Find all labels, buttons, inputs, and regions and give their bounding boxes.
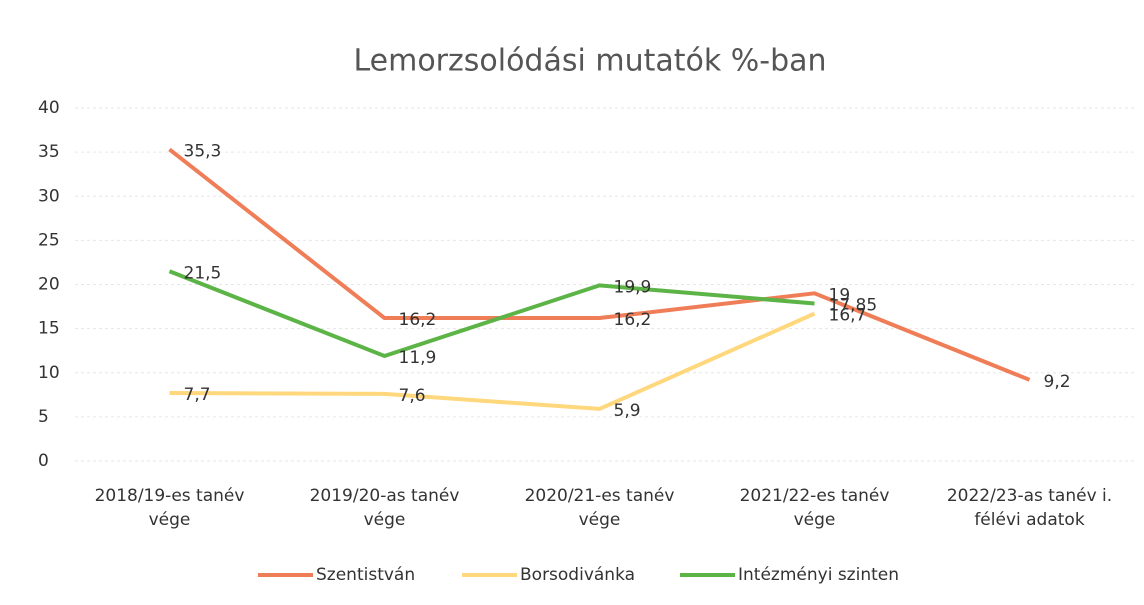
data-label: 11,9 bbox=[399, 348, 437, 368]
data-label: 7,7 bbox=[184, 385, 211, 405]
x-tick-label: 2018/19-es tanév vége bbox=[94, 486, 245, 530]
data-label: 7,6 bbox=[399, 386, 426, 406]
series-line bbox=[168, 269, 815, 358]
y-tick-label: 30 bbox=[38, 186, 60, 206]
data-label: 5,9 bbox=[614, 401, 641, 421]
chart-title: Lemorzsolódási mutatók %-ban bbox=[353, 44, 826, 79]
data-label: 35,3 bbox=[184, 141, 222, 161]
data-label: 19,9 bbox=[614, 277, 652, 297]
y-tick-label: 20 bbox=[38, 275, 60, 295]
data-label: 16,2 bbox=[399, 310, 437, 330]
series-line bbox=[169, 311, 816, 411]
y-tick-label: 25 bbox=[38, 230, 60, 250]
legend-label: Intézményi szinten bbox=[738, 565, 899, 585]
y-tick-label: 15 bbox=[38, 319, 60, 339]
series-line bbox=[168, 147, 1031, 382]
y-tick-label: 40 bbox=[38, 98, 60, 118]
y-tick-label: 10 bbox=[38, 363, 60, 383]
data-label: 19 bbox=[829, 285, 851, 305]
data-label: 16,2 bbox=[614, 310, 652, 330]
x-tick-label: 2020/21-es tanév vége bbox=[524, 486, 675, 530]
legend-label: Borsodivánka bbox=[520, 565, 635, 585]
x-tick-label: 2021/22-es tanév vége bbox=[739, 486, 890, 530]
y-tick-label: 0 bbox=[38, 451, 49, 471]
data-label: 21,5 bbox=[184, 263, 222, 283]
data-label: 9,2 bbox=[1044, 372, 1071, 392]
y-tick-label: 5 bbox=[38, 407, 49, 427]
data-label: 17,85 bbox=[829, 295, 878, 315]
x-tick-label: 2022/23-as tanév i. félévi adatok bbox=[946, 486, 1113, 530]
y-tick-label: 35 bbox=[38, 142, 60, 162]
x-tick-label: 2019/20-as tanév vége bbox=[309, 486, 460, 530]
legend-label: Szentistván bbox=[316, 565, 415, 585]
data-label: 16,7 bbox=[829, 306, 867, 326]
